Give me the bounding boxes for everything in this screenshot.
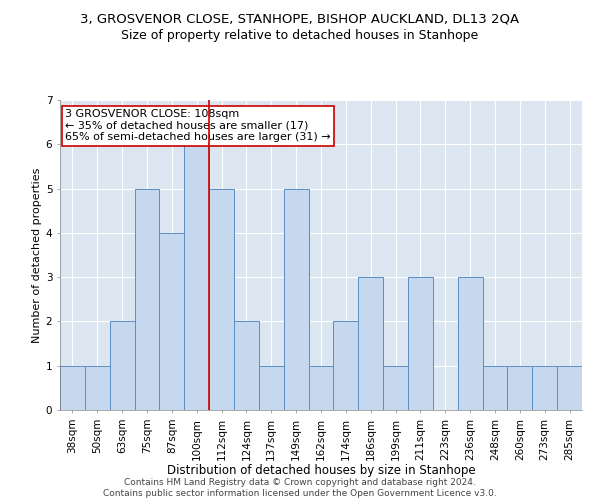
Bar [334,322,358,410]
Text: Contains HM Land Registry data © Crown copyright and database right 2024.
Contai: Contains HM Land Registry data © Crown c… [103,478,497,498]
Bar [110,322,134,410]
Bar [482,366,508,410]
Bar [234,322,259,410]
Bar [60,366,85,410]
Bar [532,366,557,410]
X-axis label: Distribution of detached houses by size in Stanhope: Distribution of detached houses by size … [167,464,475,477]
Text: Size of property relative to detached houses in Stanhope: Size of property relative to detached ho… [121,29,479,42]
Bar [160,233,184,410]
Text: 3, GROSVENOR CLOSE, STANHOPE, BISHOP AUCKLAND, DL13 2QA: 3, GROSVENOR CLOSE, STANHOPE, BISHOP AUC… [80,12,520,26]
Bar [358,277,383,410]
Bar [259,366,284,410]
Text: 3 GROSVENOR CLOSE: 108sqm
← 35% of detached houses are smaller (17)
65% of semi-: 3 GROSVENOR CLOSE: 108sqm ← 35% of detac… [65,110,331,142]
Bar [408,277,433,410]
Bar [508,366,532,410]
Bar [383,366,408,410]
Bar [134,188,160,410]
Bar [184,144,209,410]
Bar [557,366,582,410]
Bar [85,366,110,410]
Bar [458,277,482,410]
Bar [209,188,234,410]
Y-axis label: Number of detached properties: Number of detached properties [32,168,41,342]
Bar [308,366,334,410]
Bar [284,188,308,410]
